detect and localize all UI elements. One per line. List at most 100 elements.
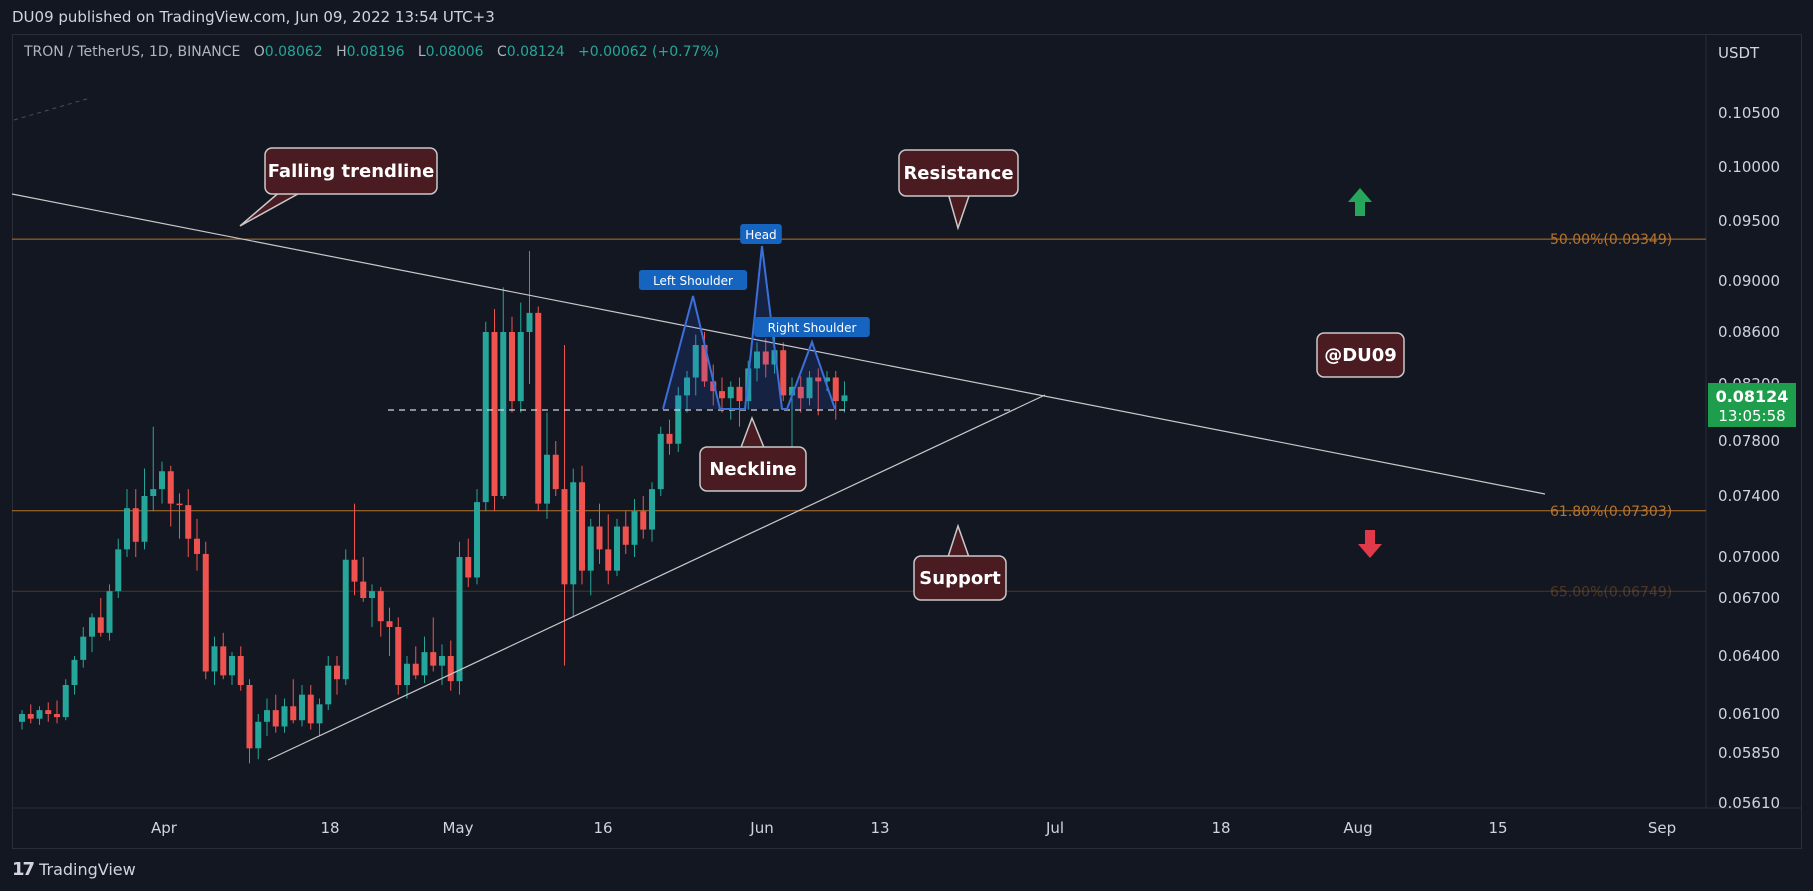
x-tick-label: Jun [749, 819, 773, 837]
candle-body [797, 386, 804, 399]
low-label: L [417, 44, 426, 60]
candle-body [167, 471, 174, 504]
candle-body [500, 332, 507, 496]
x-tick-label: May [442, 819, 473, 837]
falling-trendline-label: Falling trendline [268, 161, 435, 182]
candle-body [570, 482, 577, 585]
candle-body [622, 526, 629, 545]
open-value: 0.08062 [264, 44, 323, 60]
candle-body [307, 694, 314, 724]
resistance-label-pointer [947, 192, 972, 231]
symbol-legend: TRON / TetherUS, 1D, BINANCE O0.08062 H0… [24, 44, 719, 60]
candle-body [605, 549, 612, 571]
y-tick-label: 0.10000 [1718, 158, 1780, 176]
candle-body [62, 685, 69, 718]
candle-body [150, 489, 157, 496]
up-arrow-icon [1348, 188, 1372, 216]
x-tick-label: Jul [1045, 819, 1064, 837]
support-label-box [913, 555, 1007, 601]
chart-frame[interactable] [12, 34, 1802, 849]
low-value: 0.08006 [425, 44, 484, 60]
open-label: O [253, 44, 265, 60]
candle-body [439, 656, 445, 666]
candle-body [360, 581, 367, 598]
y-tick-label: 0.09000 [1718, 272, 1780, 290]
candle-body [491, 332, 498, 496]
candle-body [841, 395, 848, 402]
support-label: Support [919, 568, 1001, 589]
candle-body [71, 659, 78, 685]
candle-body [334, 665, 340, 680]
x-tick-label: 16 [593, 819, 612, 837]
candle-body [194, 538, 200, 554]
neckline-label-box [699, 446, 807, 492]
candle-body [386, 621, 393, 627]
resistance-label-group: Resistance [898, 149, 1019, 231]
candle-body [762, 351, 769, 365]
candle-body [832, 377, 839, 402]
candle-body [237, 656, 244, 685]
candle-body [666, 433, 673, 444]
candle-body [299, 694, 305, 721]
candle-body [290, 706, 297, 721]
left-shoulder-label-bg [638, 270, 748, 290]
rising-trendline [267, 394, 1046, 761]
candle-body [710, 381, 717, 392]
candle-body [36, 710, 43, 719]
support-label-pointer [945, 523, 972, 561]
y-tick-label: 0.07400 [1718, 487, 1780, 505]
author-label: @DU09 [1324, 345, 1397, 366]
price-badge-bg [1708, 383, 1796, 427]
fib-level-label: 65.00%(0.06749) [1550, 584, 1672, 600]
candle-body [561, 489, 568, 585]
candle-body [517, 332, 524, 402]
candle-body [482, 332, 489, 503]
candle-body [229, 656, 235, 676]
candle-body [377, 591, 384, 622]
x-tick-label: 13 [870, 819, 889, 837]
candle-body [124, 508, 130, 550]
hs-pattern-outline [662, 245, 836, 410]
falling-trendline-label-box [264, 147, 438, 195]
candle-body [675, 395, 682, 444]
candle-body [255, 721, 262, 749]
neckline-label-pointer [738, 415, 767, 451]
candle-body [579, 482, 585, 571]
candle-body [141, 496, 148, 542]
candle-body [272, 710, 279, 727]
symbol-name[interactable]: TRON / TetherUS, 1D, BINANCE [24, 44, 241, 60]
current-price-label: 0.08124 [1716, 387, 1789, 406]
close-label: C [496, 44, 507, 60]
candle-body [614, 526, 620, 571]
candle-body [19, 714, 25, 722]
falling-trendline-label-pointer [239, 189, 308, 227]
footer[interactable]: 17 TradingView [12, 852, 136, 886]
candle-body [544, 454, 550, 504]
faint-dashed-line [13, 97, 91, 121]
candle-body [465, 557, 472, 578]
y-tick-label: 0.06100 [1718, 705, 1780, 723]
candle-body [701, 345, 708, 382]
candle-body [45, 710, 52, 714]
candle-body [176, 503, 183, 506]
candle-body [325, 665, 332, 705]
candle-body [351, 559, 358, 582]
candle-body [640, 511, 647, 530]
y-tick-label: 0.07800 [1718, 432, 1780, 450]
resistance-label: Resistance [903, 163, 1013, 184]
candle-body [526, 312, 533, 332]
candle-body [80, 636, 87, 660]
candle-body [89, 617, 95, 637]
candle-body [264, 710, 270, 722]
y-tick-label: 0.05850 [1718, 744, 1780, 762]
fib-level-label: 61.80%(0.07303) [1550, 504, 1672, 520]
close-value: 0.08124 [506, 44, 565, 60]
x-tick-label: Aug [1343, 819, 1372, 837]
candle-body [421, 652, 428, 676]
candle-body [657, 433, 664, 490]
candle-body [719, 391, 725, 399]
candle-body [736, 386, 743, 402]
candle-body [447, 656, 454, 682]
candle-body [106, 591, 113, 633]
